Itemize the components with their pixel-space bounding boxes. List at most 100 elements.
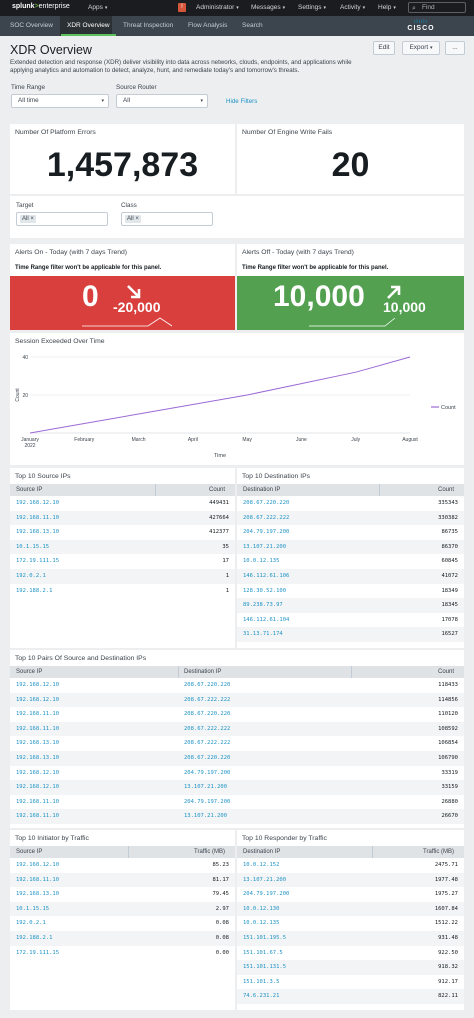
column-header-count[interactable]: Count (437, 669, 454, 675)
cell-source-ip[interactable]: 192.168.13.10 (16, 891, 60, 898)
table-row[interactable]: 10.1.15.15 2.97 (10, 901, 235, 917)
table-row[interactable]: 192.0.2.1 0.08 (10, 916, 235, 931)
cell-destination-ip[interactable]: 151.101.3.5 (243, 978, 280, 985)
tab-search[interactable]: Search (242, 22, 263, 29)
cell-destination-ip[interactable]: 208.67.222.222 (243, 514, 290, 521)
cell-destination-ip[interactable]: 146.112.61.106 (243, 573, 290, 579)
apps-menu[interactable]: Apps ▾ (88, 4, 108, 11)
table-row[interactable]: 151.101.195.5 931.48 (237, 931, 464, 946)
tab-flow-analysis[interactable]: Flow Analysis (188, 22, 228, 29)
cell-source-ip[interactable]: 192.168.12.10 (16, 682, 60, 688)
messages-menu[interactable]: Messages ▾ (251, 4, 286, 11)
table-row[interactable]: 13.107.21.200 86370 (237, 539, 464, 555)
table-row[interactable]: 192.0.2.1 1 (10, 569, 235, 584)
table-row[interactable]: 192.168.11.10 208.67.220.220 110120 (10, 707, 464, 722)
table-row[interactable]: 192.168.12.10 208.67.222.222 114856 (10, 692, 464, 708)
table-row[interactable]: 192.168.13.10 79.45 (10, 887, 235, 902)
cell-destination-ip[interactable]: 208.67.220.220 (184, 755, 231, 761)
column-header-destination-ip[interactable]: Destination IP (243, 849, 281, 855)
table-row[interactable]: 192.168.12.10 449431 (10, 496, 235, 511)
time-range-dropdown[interactable]: All time ▾ (11, 94, 109, 108)
column-header-traffic[interactable]: Traffic (MB) (423, 849, 454, 855)
table-row[interactable]: 192.168.12.10 85.23 (10, 858, 235, 873)
cell-destination-ip[interactable]: 208.67.220.220 (184, 682, 231, 688)
cell-destination-ip[interactable]: 208.67.222.222 (184, 696, 231, 703)
cell-source-ip[interactable]: 192.168.12.10 (16, 500, 60, 506)
cell-source-ip[interactable]: 172.19.111.15 (16, 558, 60, 565)
table-row[interactable]: 192.168.11.10 81.17 (10, 872, 235, 888)
cell-source-ip[interactable]: 192.168.12.10 (16, 696, 60, 703)
column-header-source-ip[interactable]: Source IP (16, 669, 43, 675)
cell-destination-ip[interactable]: 151.101.67.5 (243, 949, 283, 956)
activity-menu[interactable]: Activity ▾ (340, 4, 366, 11)
cell-destination-ip[interactable]: 13.107.21.200 (243, 543, 287, 550)
table-row[interactable]: 10.0.12.130 1607.84 (237, 901, 464, 917)
cell-source-ip[interactable]: 192.0.2.1 (16, 920, 46, 927)
find-input[interactable]: ⌕ Find (408, 2, 466, 13)
cell-destination-ip[interactable]: 31.13.71.174 (243, 631, 283, 638)
table-row[interactable]: 192.188.2.1 0.08 (10, 931, 235, 946)
cell-source-ip[interactable]: 192.168.13.10 (16, 755, 60, 761)
cell-destination-ip[interactable]: 208.67.222.222 (184, 740, 231, 747)
table-row[interactable]: 192.188.2.1 1 (10, 584, 235, 599)
column-header-source-ip[interactable]: Source IP (16, 849, 43, 855)
cell-destination-ip[interactable]: 151.101.195.5 (243, 935, 287, 941)
table-row[interactable]: 192.168.12.10 13.107.21.200 33159 (10, 780, 464, 795)
table-row[interactable]: 192.168.11.10 208.67.222.222 108592 (10, 721, 464, 737)
column-header-destination-ip[interactable]: Destination IP (184, 669, 222, 675)
table-row[interactable]: 192.168.12.10 204.79.197.200 33319 (10, 766, 464, 781)
table-row[interactable]: 10.0.12.135 60845 (237, 554, 464, 569)
more-actions-button[interactable]: ... (445, 41, 465, 55)
target-token[interactable]: All × (20, 215, 36, 223)
cell-destination-ip[interactable]: 151.101.131.5 (243, 964, 287, 971)
edit-button[interactable]: Edit (373, 41, 395, 55)
table-row[interactable]: 151.101.3.5 912.17 (237, 975, 464, 990)
splunk-logo[interactable]: splunk>enterprise (12, 3, 70, 10)
table-row[interactable]: 192.168.13.10 208.67.220.220 106790 (10, 751, 464, 766)
cell-destination-ip[interactable]: 10.0.12.135 (243, 558, 280, 565)
table-row[interactable]: 10.0.12.152 2475.71 (237, 858, 464, 873)
column-header-count[interactable]: Count (437, 487, 454, 493)
cell-source-ip[interactable]: 192.168.13.10 (16, 529, 60, 536)
table-row[interactable]: 192.168.13.10 412377 (10, 525, 235, 540)
cell-destination-ip[interactable]: 204.79.197.200 (184, 769, 231, 776)
cell-destination-ip[interactable]: 204.79.197.200 (243, 529, 290, 536)
cell-destination-ip[interactable]: 10.0.12.135 (243, 920, 280, 927)
cell-destination-ip[interactable]: 204.79.197.200 (243, 891, 290, 898)
table-row[interactable]: 89.238.73.97 18345 (237, 598, 464, 613)
table-row[interactable]: 192.168.11.10 13.107.21.200 26670 (10, 809, 464, 824)
cell-source-ip[interactable]: 192.168.12.10 (16, 862, 60, 868)
cell-source-ip[interactable]: 192.188.2.1 (16, 587, 53, 594)
table-row[interactable]: 192.168.11.10 427664 (10, 510, 235, 526)
cell-destination-ip[interactable]: 10.0.12.152 (243, 862, 280, 868)
cell-source-ip[interactable]: 192.168.11.10 (16, 798, 60, 805)
column-header-traffic[interactable]: Traffic (MB) (194, 849, 225, 855)
hide-filters-link[interactable]: Hide Filters (226, 98, 258, 105)
cell-source-ip[interactable]: 192.168.11.10 (16, 711, 60, 718)
cell-destination-ip[interactable]: 204.79.197.200 (184, 798, 231, 805)
cell-destination-ip[interactable]: 128.30.52.100 (243, 587, 287, 594)
tab-soc-overview[interactable]: SOC Overview (10, 22, 53, 29)
cell-source-ip[interactable]: 192.168.13.10 (16, 740, 60, 747)
cell-source-ip[interactable]: 172.19.111.15 (16, 949, 60, 956)
table-row[interactable]: 192.168.11.10 204.79.197.200 26880 (10, 795, 464, 810)
table-row[interactable]: 146.112.61.104 17078 (237, 613, 464, 628)
tab-xdr-overview[interactable]: XDR Overview (61, 22, 116, 36)
settings-menu[interactable]: Settings ▾ (298, 4, 327, 11)
cell-source-ip[interactable]: 192.168.12.10 (16, 784, 60, 791)
table-row[interactable]: 204.79.197.200 86735 (237, 525, 464, 540)
help-menu[interactable]: Help ▾ (378, 4, 396, 11)
table-row[interactable]: 31.13.71.174 16527 (237, 627, 464, 642)
table-row[interactable]: 172.19.111.15 17 (10, 554, 235, 569)
cell-source-ip[interactable]: 192.168.11.10 (16, 514, 60, 521)
column-header-destination-ip[interactable]: Destination IP (243, 487, 281, 493)
cell-source-ip[interactable]: 10.1.15.15 (16, 543, 50, 550)
cell-destination-ip[interactable]: 13.107.21.200 (184, 784, 228, 791)
table-row[interactable]: 208.67.222.222 330382 (237, 510, 464, 526)
close-icon[interactable]: × (30, 216, 34, 222)
cell-destination-ip[interactable]: 89.238.73.97 (243, 602, 283, 609)
export-button[interactable]: Export ▾ (402, 41, 440, 55)
administrator-menu[interactable]: Administrator ▾ (196, 4, 239, 11)
alert-badge[interactable]: ! (178, 3, 186, 12)
target-multiselect[interactable]: All × (16, 212, 108, 226)
